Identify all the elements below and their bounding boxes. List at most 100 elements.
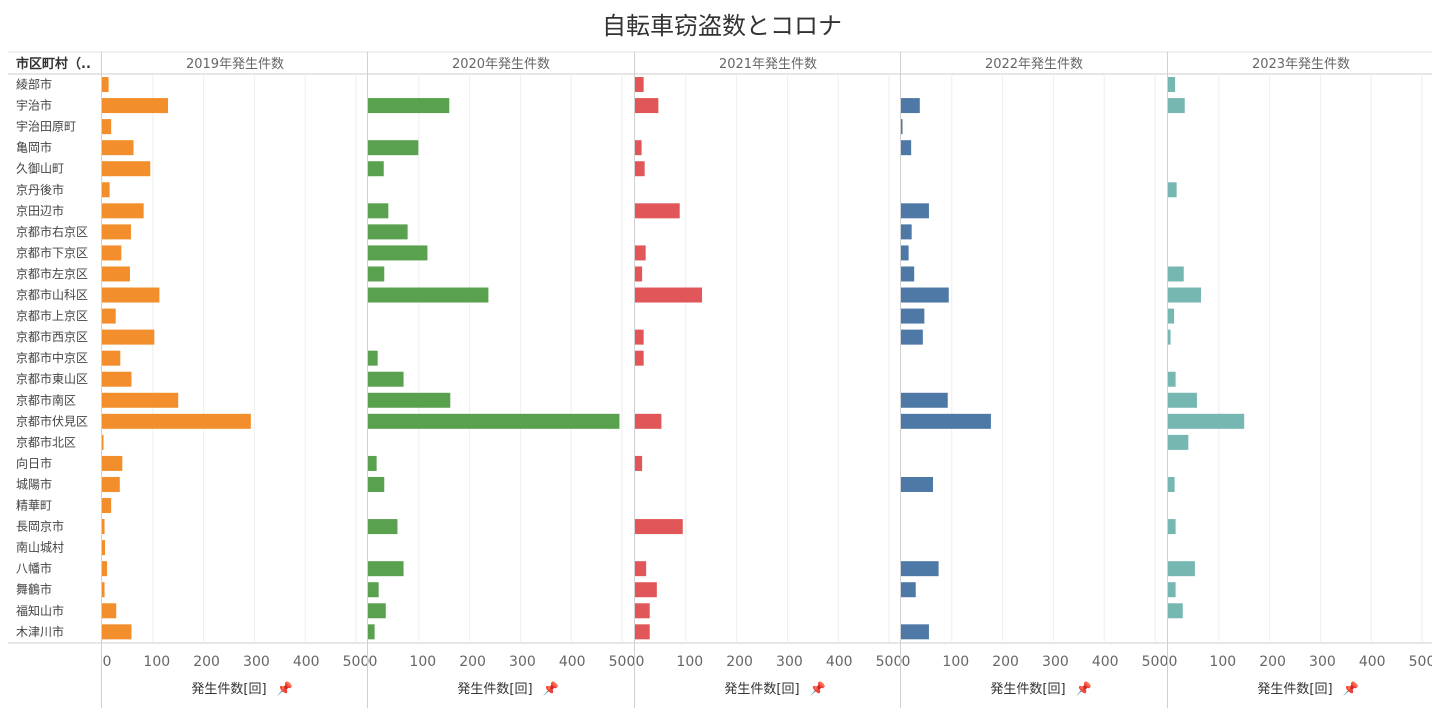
panel-header: 2021年発生件数 [719, 57, 817, 72]
bar [102, 245, 122, 261]
bar [901, 224, 912, 240]
tick-label: 400 [559, 654, 586, 670]
tick-label: 200 [992, 654, 1019, 670]
tick-label: 500 [1409, 654, 1432, 670]
panel-header: 2020年発生件数 [452, 57, 550, 72]
row-label: 京都市山科区 [16, 287, 88, 302]
tick-label: 500 [1142, 654, 1169, 670]
row-label: 城陽市 [16, 476, 52, 491]
bar [102, 434, 104, 450]
bar [1168, 561, 1195, 577]
tick-label: 300 [1309, 654, 1336, 670]
bar [368, 392, 451, 408]
tick-label: 300 [776, 654, 803, 670]
tick-label: 500 [609, 654, 636, 670]
tick-label: 300 [509, 654, 536, 670]
tick-label: 100 [409, 654, 436, 670]
row-label: 久御山町 [16, 161, 64, 176]
bar [901, 119, 903, 135]
bar [635, 140, 642, 156]
row-header: 市区町村（.. [16, 56, 91, 72]
row-label: 南山城村 [16, 540, 64, 555]
bar [1168, 603, 1183, 619]
bar [102, 371, 132, 387]
bar [635, 161, 645, 177]
panel-1: 2020年発生件数 0 100 200 300 400 500 発生件数[回] 📌 [367, 52, 636, 708]
bar [635, 519, 683, 535]
row-label: 向日市 [16, 455, 52, 470]
bar [102, 624, 132, 640]
tick-label: 300 [1042, 654, 1069, 670]
bar [368, 624, 375, 640]
bar [102, 540, 106, 556]
panel-header: 2023年発生件数 [1252, 57, 1350, 72]
row-label: 京丹後市 [16, 182, 64, 197]
panel-0: 2019年発生件数 0 100 200 300 400 500 発生件数[回] 📌 [101, 52, 370, 708]
bar [901, 287, 949, 303]
bar [102, 561, 108, 577]
bar [102, 182, 110, 198]
tick-label: 0 [369, 654, 378, 670]
bar [1168, 476, 1175, 492]
bar [102, 603, 117, 619]
bar [102, 140, 134, 156]
bar [102, 582, 105, 598]
bar [635, 350, 644, 366]
bar [368, 413, 620, 429]
bar [102, 455, 123, 471]
bar [1168, 266, 1184, 282]
row-label: 京都市北区 [16, 434, 76, 449]
bar [901, 476, 934, 492]
bar [102, 498, 112, 514]
bar [102, 77, 109, 93]
tick-label: 200 [459, 654, 486, 670]
tick-label: 100 [676, 654, 703, 670]
pin-icon: 📌 [277, 680, 293, 697]
bar [1168, 287, 1202, 303]
bar [901, 392, 948, 408]
bar [1168, 434, 1189, 450]
bar [102, 329, 155, 345]
bar [901, 245, 909, 261]
bar [635, 455, 643, 471]
pin-icon: 📌 [1076, 680, 1092, 697]
row-label: 京都市右京区 [16, 224, 88, 239]
pin-icon: 📌 [1343, 680, 1359, 697]
bar [901, 140, 912, 156]
bar [635, 624, 650, 640]
bar [635, 582, 657, 598]
bar [368, 203, 389, 219]
tick-label: 0 [636, 654, 645, 670]
bar [368, 287, 489, 303]
tick-label: 400 [826, 654, 853, 670]
bar [102, 476, 120, 492]
row-label: 亀岡市 [16, 140, 52, 155]
bar [102, 308, 116, 324]
row-label: 京都市中京区 [16, 350, 88, 365]
row-label: 京田辺市 [16, 203, 64, 218]
panel-header: 2019年発生件数 [186, 57, 284, 72]
chart-title: 自転車窃盗数とコロナ [602, 12, 842, 40]
bar [368, 582, 379, 598]
tick-label: 200 [1259, 654, 1286, 670]
bar [102, 392, 179, 408]
panel-header: 2022年発生件数 [985, 57, 1083, 72]
row-label: 京都市伏見区 [16, 413, 88, 428]
tick-label: 500 [343, 654, 370, 670]
panel-3: 2022年発生件数 0 100 200 300 400 500 発生件数[回] 📌 [900, 52, 1169, 708]
bar [635, 77, 644, 93]
bar [368, 350, 378, 366]
row-label: 京都市下京区 [16, 245, 88, 260]
tick-label: 200 [726, 654, 753, 670]
bar [1168, 392, 1197, 408]
row-label: 宇治田原町 [16, 120, 76, 134]
bar [901, 582, 916, 598]
bar [635, 287, 703, 303]
tick-label: 500 [876, 654, 903, 670]
tick-label: 400 [1359, 654, 1386, 670]
bar [1168, 77, 1176, 93]
bar [635, 98, 659, 114]
bar [1168, 413, 1245, 429]
bar [368, 224, 408, 240]
